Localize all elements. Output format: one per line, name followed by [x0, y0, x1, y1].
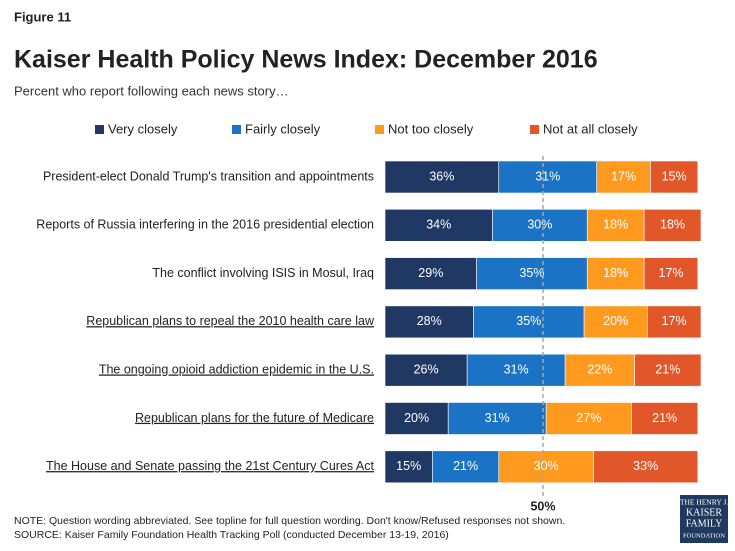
value-label: 15%	[396, 459, 421, 473]
legend-label: Very closely	[108, 121, 178, 136]
value-label: 35%	[516, 314, 541, 328]
bar-segment	[473, 305, 585, 339]
value-label: 27%	[576, 411, 601, 425]
bar-segment	[545, 402, 632, 435]
reference-label: 50%	[530, 499, 555, 513]
value-label: 31%	[535, 169, 560, 183]
note: NOTE: Question wording abbreviated. See …	[14, 515, 565, 527]
value-label: 20%	[404, 411, 429, 425]
bar-segment	[646, 305, 702, 339]
value-label: 29%	[418, 266, 443, 280]
value-label: 30%	[534, 459, 559, 473]
category-label[interactable]: The House and Senate passing the 21st Ce…	[46, 459, 374, 473]
value-label: 15%	[662, 169, 687, 183]
chart-title: Kaiser Health Policy News Index: Decembe…	[14, 46, 598, 74]
value-label: 35%	[519, 266, 544, 280]
bar-segment	[631, 402, 699, 435]
logo-text: FOUNDATION	[683, 532, 725, 539]
legend-label: Not too closely	[388, 121, 474, 136]
legend-swatch	[530, 125, 539, 134]
category-label[interactable]: Republican plans to repeal the 2010 heal…	[86, 314, 375, 328]
category-label: President-elect Donald Trump's transitio…	[43, 169, 374, 183]
value-label: 21%	[453, 459, 478, 473]
logo-box	[680, 495, 728, 543]
category-label: The conflict involving ISIS in Mosul, Ir…	[152, 266, 374, 280]
legend-swatch	[95, 125, 104, 134]
category-label[interactable]: The ongoing opioid addiction epidemic in…	[99, 362, 374, 376]
bar-segment	[466, 353, 566, 387]
logo-text: FAMILY	[686, 518, 723, 529]
value-label: 34%	[426, 218, 451, 232]
figure-label: Figure 11	[14, 9, 71, 24]
bar-segment	[447, 402, 547, 435]
bar-segment	[586, 209, 645, 242]
value-label: 22%	[587, 362, 612, 376]
bar-segment	[384, 160, 500, 194]
value-label: 18%	[603, 266, 628, 280]
bar-segment	[643, 209, 702, 242]
bar-segment	[384, 450, 433, 484]
bar-segment	[384, 257, 477, 290]
value-label: 33%	[633, 459, 658, 473]
bar-segment	[596, 160, 651, 194]
value-label: 31%	[485, 411, 510, 425]
bar-segment	[634, 353, 702, 387]
bar-segment	[564, 353, 635, 387]
bar-segment	[384, 353, 468, 387]
legend-swatch	[375, 125, 384, 134]
bar-segment	[384, 209, 493, 242]
bar-segment	[586, 257, 645, 290]
value-label: 17%	[662, 314, 687, 328]
value-label: 28%	[417, 314, 442, 328]
legend-label: Fairly closely	[245, 121, 321, 136]
bar-segment	[643, 257, 699, 290]
legend-swatch	[232, 125, 241, 134]
legend-label: Not at all closely	[543, 121, 638, 136]
value-label: 18%	[660, 218, 685, 232]
category-label: Reports of Russia interfering in the 201…	[36, 218, 374, 232]
category-label[interactable]: Republican plans for the future of Medic…	[135, 411, 374, 425]
bar-segment	[583, 305, 648, 339]
value-label: 21%	[652, 411, 677, 425]
bar-segment	[476, 257, 588, 290]
value-label: 31%	[504, 362, 529, 376]
value-label: 21%	[655, 362, 680, 376]
bar-segment	[498, 160, 598, 194]
value-label: 17%	[611, 169, 636, 183]
bar-segment	[432, 450, 500, 484]
bar-segment	[384, 402, 449, 435]
source: SOURCE: Kaiser Family Foundation Health …	[14, 529, 449, 541]
value-label: 30%	[527, 218, 552, 232]
bar-segment	[492, 209, 588, 242]
value-label: 20%	[603, 314, 628, 328]
bar-segment	[384, 305, 474, 339]
logo-text: KAISER	[686, 507, 722, 518]
value-label: 18%	[603, 218, 628, 232]
value-label: 17%	[658, 266, 683, 280]
bar-segment	[650, 160, 699, 194]
bar-segment	[593, 450, 699, 484]
logo-text: THE HENRY J.	[680, 498, 728, 507]
value-label: 26%	[414, 362, 439, 376]
value-label: 36%	[429, 169, 454, 183]
chart-subtitle: Percent who report following each news s…	[14, 83, 289, 98]
